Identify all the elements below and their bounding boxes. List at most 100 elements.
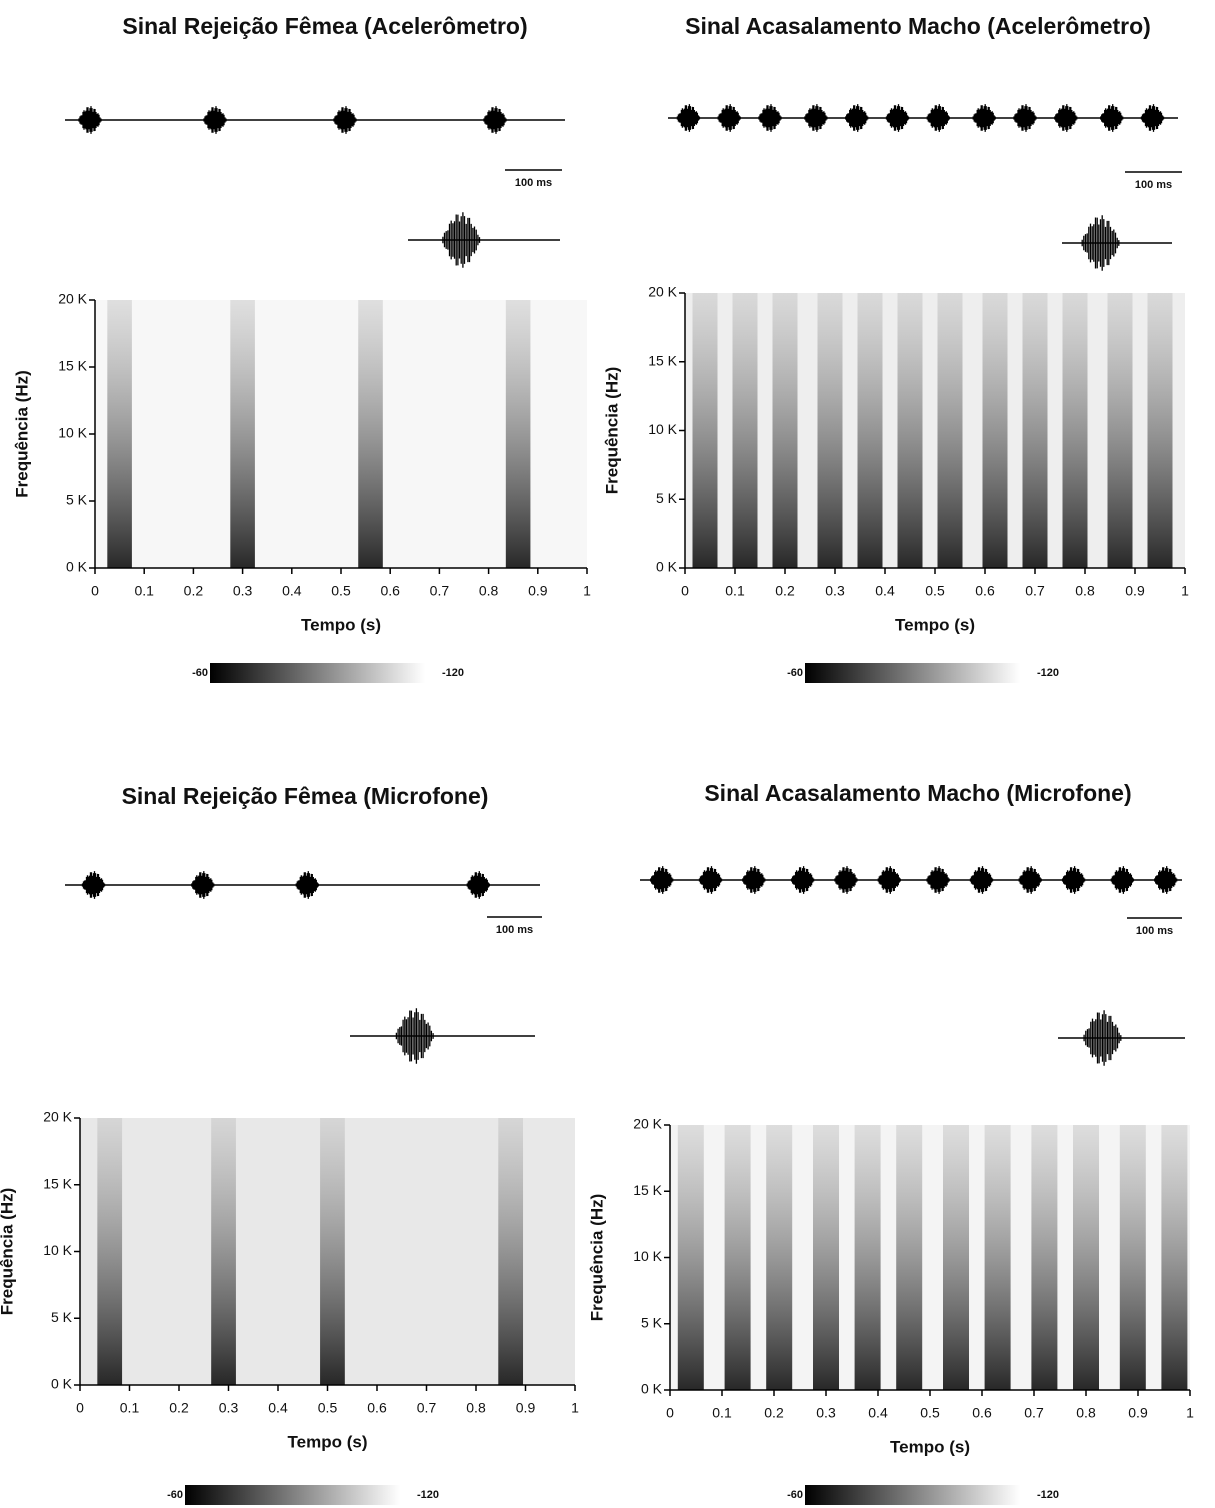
spectrogram-pulse (857, 293, 883, 568)
x-tick-label: 0.2 (169, 1400, 189, 1416)
x-tick-label: 0.2 (775, 583, 795, 599)
y-tick-label: 10 K (58, 425, 87, 441)
x-tick-label: 0.3 (219, 1400, 239, 1416)
spectrogram-background (95, 300, 587, 568)
x-tick-label: 0.8 (479, 583, 499, 599)
x-tick-label: 0.6 (367, 1400, 387, 1416)
panel-title: Sinal Rejeição Fêmea (Acelerômetro) (122, 13, 527, 39)
x-tick-label: 0.9 (1125, 583, 1145, 599)
waveform-pulse (1100, 104, 1124, 132)
spectrogram-pulse (817, 293, 843, 568)
y-tick-label: 10 K (633, 1248, 662, 1264)
x-tick-label: 1 (583, 583, 591, 599)
waveform-pulse (1110, 866, 1135, 894)
spectrogram-pulse (230, 300, 255, 568)
colorbar-label: -60 (787, 1489, 803, 1501)
waveform-pulse (926, 104, 950, 132)
colorbar (805, 663, 1020, 683)
x-tick-label: 0 (666, 1405, 674, 1421)
colorbar-label: -120 (417, 1489, 439, 1501)
panel-title: Sinal Acasalamento Macho (Acelerômetro) (685, 13, 1151, 39)
x-tick-label: 0.1 (120, 1400, 140, 1416)
colorbar (210, 663, 425, 683)
spectrogram-pulse (897, 293, 923, 568)
x-tick-label: 0.7 (1025, 583, 1045, 599)
spectrogram-pulse (1073, 1125, 1099, 1390)
spectrogram-background (685, 293, 1185, 568)
waveform-pulse (191, 871, 215, 899)
spectrogram-pulse (505, 300, 531, 568)
waveform-pulse (1018, 866, 1042, 894)
x-tick-label: 0.8 (1075, 583, 1095, 599)
waveform-pulse (295, 871, 319, 899)
spectrogram-background (670, 1125, 1190, 1390)
y-tick-label: 0 K (66, 559, 88, 575)
x-tick-label: 0.9 (528, 583, 548, 599)
spectrogram-pulse (211, 1118, 236, 1385)
spectrogram-pulse (1147, 293, 1173, 568)
x-tick-label: 0.7 (417, 1400, 437, 1416)
zoom-pulse (1083, 1010, 1122, 1066)
x-tick-label: 1 (571, 1400, 579, 1416)
spectrogram-pulse (1161, 1125, 1188, 1390)
waveform-pulse (1154, 866, 1178, 894)
x-tick-label: 0.2 (184, 583, 204, 599)
waveform-pulse (650, 866, 674, 894)
spectrogram-pulse (724, 1125, 751, 1390)
zoom-pulse (1081, 215, 1120, 271)
colorbar-label: -60 (192, 667, 208, 679)
x-tick-label: 0.5 (925, 583, 945, 599)
spectrogram-pulse (1062, 293, 1088, 568)
y-tick-label: 5 K (641, 1314, 663, 1330)
spectrogram-pulse (772, 293, 798, 568)
waveform-pulse (1013, 104, 1037, 132)
spectrogram-pulse (732, 293, 758, 568)
waveform-pulse (483, 106, 507, 134)
y-tick-label: 10 K (43, 1242, 72, 1258)
y-tick-label: 0 K (641, 1381, 663, 1397)
waveform-pulse (972, 104, 996, 132)
y-tick-label: 20 K (58, 291, 87, 307)
x-tick-label: 0.1 (134, 583, 154, 599)
spectrogram-pulse (1031, 1125, 1058, 1390)
x-tick-label: 0.5 (920, 1405, 940, 1421)
x-tick-label: 0.3 (816, 1405, 836, 1421)
y-axis-label: Frequência (Hz) (12, 370, 31, 498)
spectrogram-pulse (1119, 1125, 1146, 1390)
x-axis-label: Tempo (s) (301, 615, 381, 634)
panel-title: Sinal Acasalamento Macho (Microfone) (704, 780, 1131, 806)
spectrogram-pulse (943, 1125, 969, 1390)
colorbar-label: -60 (167, 1489, 183, 1501)
spectrogram-pulse (320, 1118, 345, 1385)
waveform-pulse (81, 871, 106, 899)
y-tick-label: 20 K (43, 1109, 72, 1125)
spectrogram-pulse (1107, 293, 1133, 568)
y-tick-label: 5 K (66, 492, 88, 508)
spectrogram-pulse (97, 1118, 123, 1385)
colorbar-label: -60 (787, 667, 803, 679)
spectrogram-pulse (677, 1125, 704, 1390)
spectrogram-pulse (854, 1125, 881, 1390)
x-tick-label: 0 (681, 583, 689, 599)
x-tick-label: 0.6 (975, 583, 995, 599)
x-tick-label: 0 (76, 1400, 84, 1416)
waveform-pulse (834, 866, 858, 894)
y-tick-label: 15 K (43, 1175, 72, 1191)
y-axis-label: Frequência (Hz) (587, 1194, 606, 1322)
waveform-pulse (877, 866, 901, 894)
x-tick-label: 1 (1186, 1405, 1194, 1421)
x-tick-label: 0.8 (1076, 1405, 1096, 1421)
x-tick-label: 0.2 (764, 1405, 784, 1421)
y-tick-label: 15 K (58, 358, 87, 374)
spectrogram-pulse (766, 1125, 793, 1390)
waveform-pulse (742, 866, 766, 894)
y-tick-label: 20 K (648, 284, 677, 300)
x-tick-label: 0.1 (712, 1405, 732, 1421)
x-axis-label: Tempo (s) (288, 1432, 368, 1451)
spectrogram-pulse (982, 293, 1008, 568)
y-tick-label: 15 K (648, 352, 677, 368)
zoom-pulse (442, 212, 481, 268)
panel-title: Sinal Rejeição Fêmea (Microfone) (122, 783, 489, 809)
waveform-pulse (969, 866, 994, 894)
x-tick-label: 0 (91, 583, 99, 599)
